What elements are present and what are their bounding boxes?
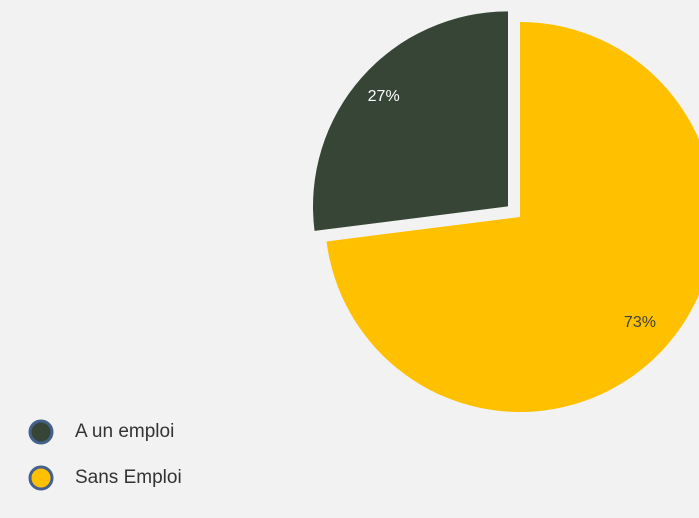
legend-marker bbox=[28, 419, 54, 445]
legend-label: Sans Emploi bbox=[75, 467, 182, 488]
pie-slice bbox=[312, 11, 508, 231]
data-label: 27% bbox=[368, 88, 400, 105]
legend-label: A un emploi bbox=[75, 421, 174, 442]
legend-marker bbox=[28, 465, 54, 491]
data-label: 73% bbox=[624, 314, 656, 331]
pie-slice bbox=[326, 22, 699, 412]
